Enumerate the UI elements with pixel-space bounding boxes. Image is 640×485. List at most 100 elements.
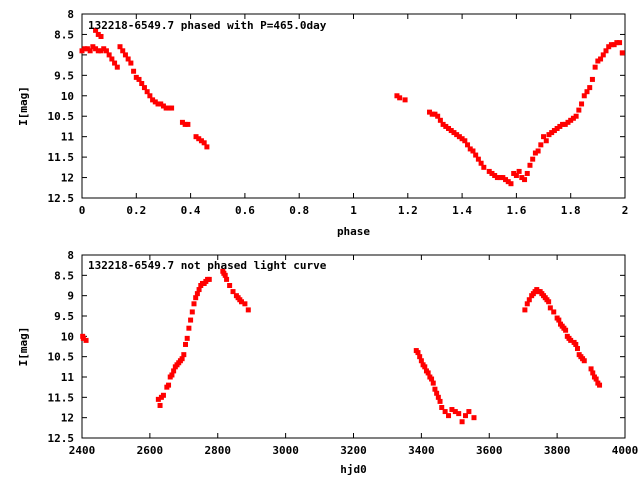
data-point [600,52,606,58]
y-tick-label: 8 [67,249,74,262]
data-point [614,40,620,46]
data-point [136,76,142,82]
data-point [152,99,158,105]
x-tick-label: 3400 [408,444,435,457]
data-point [194,291,200,297]
data-point [427,109,433,115]
data-point [459,419,465,425]
x-tick-label: 1.4 [452,204,472,217]
data-point [133,74,139,80]
data-point [169,372,175,378]
data-point [576,107,582,113]
data-point [475,156,481,162]
data-point [82,46,88,52]
data-point [84,46,90,52]
data-point [465,142,471,148]
data-point [171,368,177,374]
data-point [83,337,89,343]
data-point [619,50,625,56]
data-point [574,346,580,352]
data-points [79,27,625,187]
data-point [434,390,440,396]
data-point [522,307,528,313]
x-tick-label: 3000 [272,444,299,457]
x-tick-label: 3200 [340,444,367,457]
data-point [524,170,530,176]
axis-tick-labels: 0 0.2 0.4 0.6 0.8 1 1.2 1.4 1.6 1.8 2 8 8.5 9 9.5 10 10.… [48,8,629,217]
data-point [128,60,134,66]
data-point [603,48,609,54]
y-tick-label: 9.5 [54,310,74,323]
data-point [201,140,207,146]
data-point [179,119,185,125]
data-point [541,134,547,140]
y-tick-label: 8.5 [54,28,74,41]
data-point [500,175,506,181]
y-tick-label: 9 [67,49,74,62]
x-axis-label: phase [337,225,370,238]
data-point [122,52,128,58]
data-point [549,130,555,136]
data-point [470,148,476,154]
y-tick-label: 8 [67,8,74,21]
x-tick-label: 2400 [69,444,96,457]
data-point [155,396,161,402]
data-point [471,415,477,421]
data-point [503,177,509,183]
data-point [551,128,557,134]
data-point [90,44,96,50]
x-tick-label: 1.2 [398,204,418,217]
x-tick-label: 3800 [544,444,571,457]
axis-tick-labels: 2400 2600 2800 3000 3200 3400 3600 3800 4000 8 8.5… [48,249,639,457]
data-point [516,168,522,174]
y-tick-label: 8.5 [54,269,74,282]
data-point [570,115,576,121]
data-point [150,97,156,103]
data-point [114,64,120,70]
data-point [417,354,423,360]
data-point [432,386,438,392]
x-tick-label: 1.6 [506,204,526,217]
data-point [587,85,593,91]
data-point [590,370,596,376]
data-point [415,350,421,356]
data-point [581,93,587,99]
chart-title: 132218-6549.7 phased with P=465.0day [88,19,327,32]
data-point [169,105,175,111]
data-point [588,366,594,372]
y-tick-label: 11.5 [48,151,75,164]
data-point [497,175,503,181]
data-point [573,113,579,119]
y-tick-label: 12 [61,172,74,185]
data-point [547,305,553,311]
y-tick-label: 11 [61,131,75,144]
data-point [95,48,101,54]
data-point [196,136,202,142]
data-point [112,60,118,66]
data-point [560,121,566,127]
data-point [181,352,187,358]
data-point [98,48,104,54]
data-point [435,394,441,400]
data-point [473,152,479,158]
data-point [556,317,562,323]
x-axis-label: hjd0 [340,463,367,476]
data-point [93,46,99,52]
data-point [239,299,245,305]
y-tick-label: 10.5 [48,351,75,364]
data-point [449,407,455,413]
data-point [429,111,435,117]
data-point [163,105,169,111]
y-axis-label: I[mag] [17,327,30,367]
data-point [425,370,431,376]
data-point [430,380,436,386]
data-point [494,175,500,181]
y-tick-label: 12.5 [48,432,75,445]
data-point [442,409,448,415]
data-point [397,95,403,101]
data-point [593,376,599,382]
data-point [160,392,166,398]
x-tick-label: 3600 [476,444,503,457]
data-point [440,121,446,127]
data-point [93,27,99,33]
